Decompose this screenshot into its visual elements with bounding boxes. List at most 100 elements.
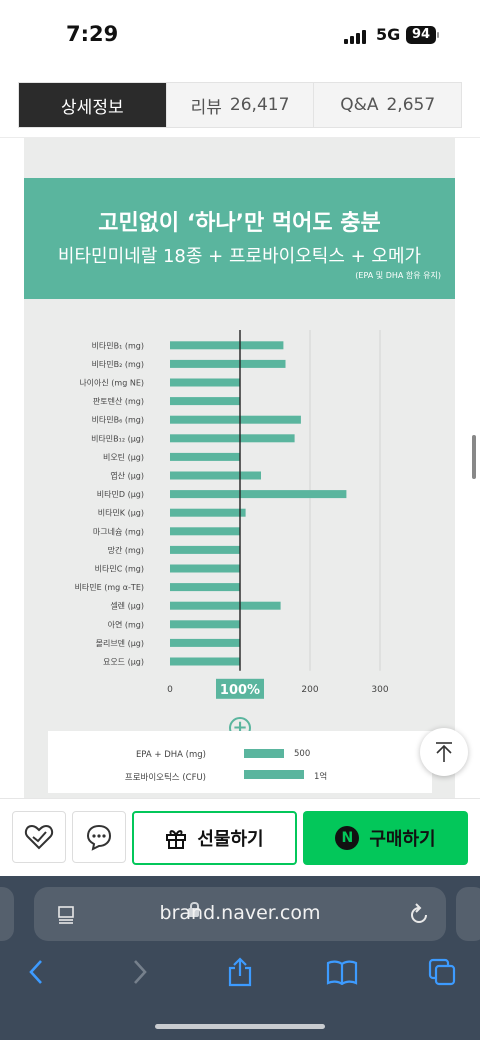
chat-button[interactable] — [72, 811, 126, 863]
tick-label: 300 — [371, 685, 388, 695]
buy-button-label: 구매하기 — [369, 829, 436, 850]
data-bar — [170, 601, 281, 610]
data-bar — [170, 341, 284, 350]
naver-n-icon: N — [335, 826, 360, 850]
promo-banner: 고민없이 ‘하나’만 먹어도 충분 비타민미네랄 18종 + 프로바이오틱스 +… — [24, 178, 455, 299]
category-label: 나이아신 (mg NE) — [79, 378, 144, 388]
tab-qna[interactable]: Q&A 2,657 — [313, 83, 462, 127]
chat-icon — [86, 824, 112, 851]
wishlist-button[interactable] — [12, 811, 66, 863]
tab-reviews-label: 리뷰 — [190, 97, 222, 118]
bookmarks-button[interactable] — [324, 954, 360, 990]
data-bar — [170, 508, 246, 517]
scroll-to-top-button[interactable] — [420, 728, 468, 776]
data-bar — [170, 564, 240, 573]
data-bar — [170, 415, 301, 424]
url-text: brand.naver.com — [159, 902, 321, 924]
nutrient-bar-chart: 비타민B₁ (mg) 비타민B₂ (mg) 나이아신 (mg NE) 판토텐산 (mg… — [75, 330, 389, 699]
supplement-table: EPA + DHA (mg) 500 프로바이오틱스 (CFU) 1억 — [48, 731, 432, 793]
purchase-bar: 선물하기 N 구매하기 — [0, 798, 480, 876]
forward-button[interactable] — [122, 954, 158, 990]
data-bar — [170, 620, 240, 629]
page-menu-icon[interactable] — [56, 905, 76, 925]
category-label: 엽산 (μg) — [110, 471, 144, 481]
book-icon — [326, 960, 358, 985]
data-bar — [170, 452, 240, 461]
category-label: 판토텐산 (mg) — [93, 396, 144, 406]
chevron-right-icon — [134, 960, 147, 984]
data-bar — [170, 359, 286, 368]
data-bar — [170, 638, 240, 647]
category-label: 마그네슘 (mg) — [93, 527, 144, 536]
category-label: 비타민E (mg α-TE) — [75, 582, 144, 592]
category-label: 비타민B₆ (mg) — [92, 415, 144, 425]
browser-toolbar: brand.naver.com — [0, 876, 480, 1040]
lock-icon — [188, 902, 199, 917]
category-label: 아연 (mg) — [108, 619, 144, 629]
tab-qna-label: Q&A — [340, 95, 379, 115]
arrow-up-icon — [436, 742, 452, 762]
category-label: 몰리브덴 (μg) — [96, 639, 144, 648]
tab-reviews[interactable]: 리뷰 26,417 — [165, 83, 314, 127]
supplement-bar — [244, 749, 284, 758]
tick-label: 0 — [167, 685, 173, 695]
product-detail-image: 고민없이 ‘하나’만 먹어도 충분 비타민미네랄 18종 + 프로바이오틱스 +… — [24, 138, 455, 800]
tab-details[interactable]: 상세정보 — [19, 83, 166, 127]
supplement-value: 1억 — [314, 772, 328, 782]
banner-subheadline: 비타민미네랄 18종 + 프로바이오틱스 + 오메가 — [57, 246, 422, 267]
buy-button[interactable]: N 구매하기 — [303, 811, 468, 865]
category-label: 비타민B₂ (mg) — [92, 359, 144, 369]
supplement-row: EPA + DHA (mg) 500 — [48, 745, 432, 765]
address-bar[interactable]: brand.naver.com — [34, 887, 446, 941]
category-label: 비오틴 (μg) — [103, 452, 144, 462]
data-bar — [170, 378, 240, 387]
data-bar — [170, 434, 295, 443]
category-label: 망간 (mg) — [108, 545, 144, 555]
tabs-icon — [428, 958, 456, 986]
tab-reviews-count: 26,417 — [229, 95, 290, 115]
category-label: 셀렌 (μg) — [110, 601, 144, 611]
tabs-divider — [0, 137, 480, 138]
data-bar — [170, 545, 240, 554]
tab-qna-count: 2,657 — [386, 95, 436, 115]
gift-button-label: 선물하기 — [197, 829, 264, 850]
back-button[interactable] — [18, 954, 54, 990]
scroll-indicator[interactable] — [472, 435, 476, 479]
category-label: 비타민B₁ (mg) — [92, 340, 144, 350]
category-label: 비타민K (μg) — [98, 508, 144, 518]
data-bar — [170, 471, 261, 480]
supplement-label: EPA + DHA (mg) — [135, 750, 206, 760]
cellular-signal-icon — [344, 28, 370, 44]
next-tab-preview[interactable] — [456, 887, 480, 941]
data-bar — [170, 583, 240, 592]
supplement-row: 프로바이오틱스 (CFU) 1억 — [48, 766, 432, 786]
data-bar — [170, 397, 240, 406]
heart-check-icon — [24, 824, 54, 850]
banner-note: (EPA 및 DHA 함유 유지) — [355, 271, 441, 280]
home-indicator — [155, 1024, 325, 1029]
detail-tabs: 상세정보 리뷰 26,417 Q&A 2,657 — [18, 82, 462, 128]
tabs-button[interactable] — [424, 954, 460, 990]
network-type: 5G — [376, 25, 401, 44]
battery-tip — [437, 32, 439, 38]
share-icon — [228, 957, 252, 987]
battery-icon: 94 — [406, 26, 436, 44]
tick-label: 100% — [220, 683, 260, 698]
gift-button[interactable]: 선물하기 — [132, 811, 297, 865]
data-bar — [170, 657, 240, 666]
category-label: 비타민B₁₂ (μg) — [91, 433, 144, 443]
data-bar — [170, 490, 347, 499]
banner-headline: 고민없이 ‘하나’만 먹어도 충분 — [98, 211, 381, 236]
supplement-value: 500 — [294, 749, 311, 759]
previous-tab-preview[interactable] — [0, 887, 14, 941]
data-bar — [170, 527, 240, 536]
supplement-bar — [244, 770, 304, 779]
supplement-label: 프로바이오틱스 (CFU) — [124, 773, 206, 783]
category-label: 비타민D (μg) — [97, 489, 144, 499]
gift-icon — [166, 830, 187, 849]
share-button[interactable] — [222, 954, 258, 990]
reload-icon[interactable] — [408, 902, 430, 926]
tick-highlight — [216, 678, 264, 699]
category-label: 요오드 (μg) — [103, 658, 144, 667]
status-time: 7:29 — [66, 22, 119, 46]
